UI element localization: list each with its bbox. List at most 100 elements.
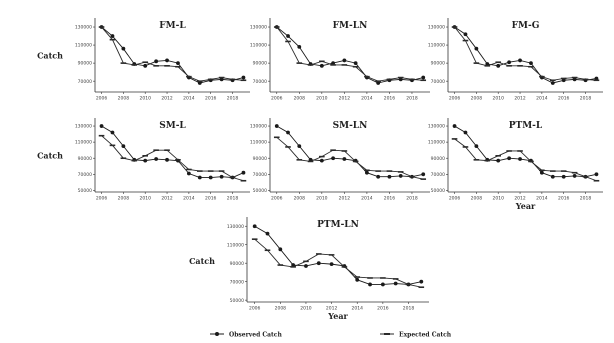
x-tick-label: 2006 [271,196,283,202]
y-tick-label: 50000 [253,188,267,194]
observed-catch-point [252,224,257,229]
observed-catch-point [186,171,191,176]
observed-catch-point [197,81,202,85]
x-tick-label: 2010 [300,306,312,312]
x-tick-label: 2010 [492,96,504,102]
legend-observed-marker [215,332,219,336]
legend: Observed Catch Expected Catch [210,332,452,339]
legend-observed-label: Observed Catch [229,332,282,339]
observed-catch-point [398,174,403,178]
observed-catch-line [454,26,597,84]
observed-catch-point [99,124,104,128]
x-tick-label: 2008 [294,196,306,202]
x-tick-label: 2012 [326,306,338,312]
chart-panel-sm-ln: 50000 70000 90000 110000 130000 2006 2008 2010 2… [250,118,430,202]
observed-catch-point [331,61,335,66]
y-tick-label: 90000 [431,61,445,67]
observed-catch-point [342,157,347,161]
y-tick-label: 130000 [75,124,92,130]
observed-catch-point [572,174,577,178]
observed-catch-point [463,32,468,37]
x-tick-label: 2010 [316,96,328,102]
y-tick-label: 90000 [253,156,267,162]
x-tick-label: 2008 [471,96,483,102]
observed-catch-line [276,26,424,84]
y-tick-label: 130000 [428,124,445,130]
observed-catch-point [265,231,270,236]
observed-catch-point [529,61,533,66]
x-tick-label: 2014 [183,196,195,202]
y-tick-label: 130000 [227,224,244,230]
observed-catch-point [208,175,213,180]
observed-catch-point [241,170,246,175]
observed-catch-line [101,125,244,178]
x-tick-label: 2018 [227,96,239,102]
observed-catch-point [507,60,512,65]
observed-catch-point [331,156,335,161]
observed-catch-point [241,75,246,80]
observed-catch-point [463,130,468,135]
y-tick-label: 110000 [428,43,445,49]
y-tick-label: 110000 [250,140,267,146]
x-tick-label: 2016 [205,96,217,102]
observed-catch-point [165,157,169,162]
chart-panel-fm-l: 70000 90000 110000 130000 2006 2008 2010 2012 20… [37,18,250,102]
y-tick-label: 90000 [78,156,92,162]
observed-catch-point [197,175,202,180]
observed-catch-point [143,63,148,68]
y-tick-label: 130000 [428,25,445,31]
observed-catch-point [121,144,126,149]
chart-title: FM-L [159,21,186,31]
observed-catch-point [274,124,279,128]
chart-panel-sm-l: 50000 70000 90000 110000 130000 2006 2008 2010 2… [37,118,250,202]
x-axis-label: Year [515,201,536,211]
expected-catch-line [276,26,424,82]
y-axis-label: Catch [37,51,63,61]
expected-catch-line [454,26,597,81]
x-tick-label: 2006 [449,196,461,202]
observed-catch-point [368,282,372,287]
x-tick-label: 2014 [361,196,373,202]
observed-catch-point [507,156,512,161]
chart-title: SM-L [159,121,186,131]
x-tick-label: 2018 [580,96,592,102]
observed-catch-point [594,76,599,81]
x-tick-label: 2012 [339,196,351,202]
chart-title: FM-G [512,21,540,31]
observed-catch-point [496,63,501,68]
observed-catch-point [376,174,381,179]
x-tick-label: 2018 [403,306,415,312]
y-axis-label: Catch [37,151,63,161]
chart-title: FM-LN [333,21,368,31]
x-tick-label: 2006 [96,196,108,202]
x-tick-label: 2016 [558,96,570,102]
observed-catch-point [485,62,490,66]
observed-catch-point [387,174,392,179]
observed-catch-point [110,34,115,38]
observed-catch-point [550,174,555,179]
observed-catch-point [304,264,308,268]
observed-catch-point [329,262,334,267]
y-tick-label: 90000 [78,61,92,67]
observed-catch-point [376,81,381,85]
chart-panel-fm-g: 70000 90000 110000 130000 2006 2008 2010 2012 20… [428,18,603,102]
observed-catch-point [219,174,224,179]
y-tick-label: 70000 [78,79,92,85]
x-tick-label: 2008 [471,196,483,202]
x-tick-label: 2014 [351,306,363,312]
observed-catch-point [380,282,385,287]
x-tick-label: 2012 [514,196,526,202]
observed-catch-point [561,78,566,83]
observed-catch-point [286,34,290,38]
y-tick-label: 90000 [431,156,445,162]
observed-catch-point [365,170,369,175]
x-tick-label: 2006 [96,96,108,102]
observed-catch-point [474,144,479,149]
x-tick-label: 2010 [139,96,151,102]
expected-catch-line [254,238,422,288]
x-tick-label: 2012 [161,196,173,202]
x-tick-label: 2016 [558,196,570,202]
y-tick-label: 70000 [230,279,244,285]
observed-catch-point [319,158,324,163]
